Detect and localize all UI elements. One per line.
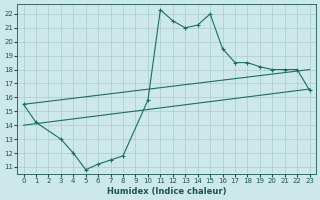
X-axis label: Humidex (Indice chaleur): Humidex (Indice chaleur) [107, 187, 226, 196]
